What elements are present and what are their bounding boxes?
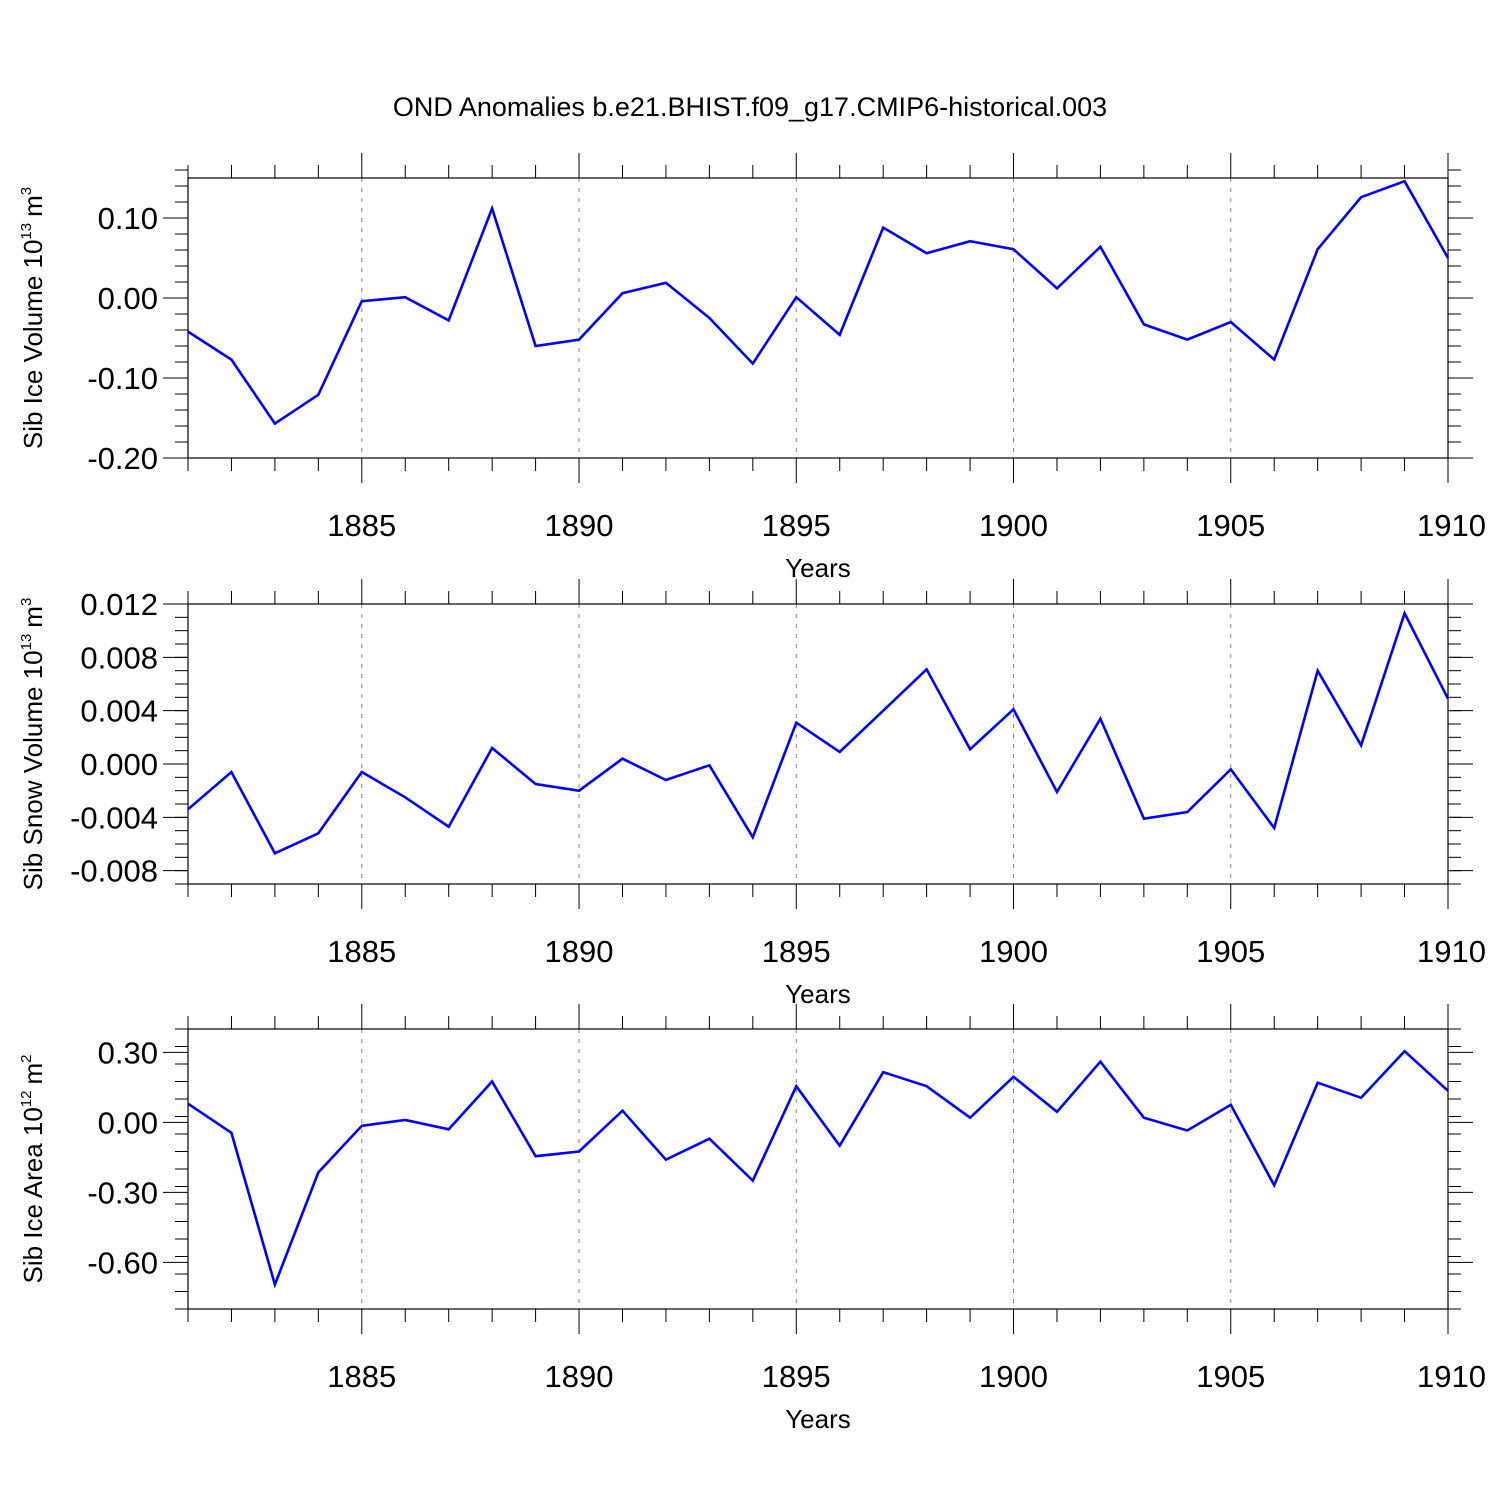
snow-volume-x-axis-title: Years	[785, 979, 851, 1009]
snow-volume-y-axis-title: Sib Snow Volume 1013 m3	[18, 598, 48, 891]
ice-area-y-axis-title-unit: m	[18, 1063, 48, 1085]
ice-volume-series-line	[187, 179, 1450, 426]
ice-volume-x-axis-title: Years	[785, 553, 851, 583]
ice-volume-x-tick-label: 1885	[327, 508, 396, 543]
ice-volume-y-axis-title-unit-exp: 3	[18, 187, 35, 195]
snow-volume-x-tick-label: 1890	[545, 934, 614, 969]
snow-volume-y-axis-title-unit-exp: 3	[18, 598, 35, 606]
ice-area-x-tick-label: 1895	[762, 1359, 831, 1394]
snow-volume-y-tick-label: -0.004	[70, 800, 158, 835]
ice-volume-y-axis-title-unit: m	[18, 195, 48, 217]
ice-area-x-tick-label: 1910	[1417, 1359, 1486, 1394]
ice-area-y-tick-label: -0.60	[87, 1245, 158, 1280]
ice-area-x-tick-label: 1900	[979, 1359, 1048, 1394]
snow-volume-y-tick-label: 0.004	[80, 694, 158, 729]
ice-volume-x-tick-label: 1905	[1196, 508, 1265, 543]
ice-area-y-tick-label: -0.30	[87, 1175, 158, 1210]
snow-volume-series-line	[187, 609, 1450, 855]
snow-volume-y-tick-label: 0.008	[80, 640, 158, 675]
ice-area-plot-frame	[187, 1028, 1449, 1310]
ice-volume-x-tick-label: 1900	[979, 508, 1048, 543]
snow-volume-x-tick-label: 1910	[1417, 934, 1486, 969]
snow-volume-x-tick-label: 1900	[979, 934, 1048, 969]
snow-volume-y-tick-label: -0.008	[70, 854, 158, 889]
snow-volume-x-tick-label: 1905	[1196, 934, 1265, 969]
snow-volume-x-tick-label: 1895	[762, 934, 831, 969]
ice-area-x-tick-label: 1885	[327, 1359, 396, 1394]
ice-volume-y-axis-title-text: Sib Ice Volume 10	[18, 240, 48, 450]
ice-volume-y-tick-label: -0.20	[87, 441, 158, 476]
ice-area-panel: -0.60 -0.30 0.00 0.30 1885 1890 1895 1900 1905 19…	[18, 1004, 1486, 1434]
ice-volume-plot-frame	[187, 177, 1449, 459]
ice-volume-x-tick-label: 1895	[762, 508, 831, 543]
ice-volume-y-tick-label: 0.00	[98, 281, 158, 316]
snow-volume-y-axis-title-exp: 13	[18, 634, 35, 651]
ice-area-y-axis-title-text: Sib Ice Area 10	[18, 1107, 48, 1283]
snow-volume-plot-frame	[187, 603, 1449, 885]
ice-volume-y-axis-title: Sib Ice Volume 1013 m3	[18, 187, 48, 449]
ice-area-x-axis-title: Years	[785, 1404, 851, 1434]
ice-area-x-tick-label: 1905	[1196, 1359, 1265, 1394]
ice-area-series-line	[187, 1049, 1449, 1289]
ice-volume-y-tick-label: 0.10	[98, 201, 158, 236]
figure-title: OND Anomalies b.e21.BHIST.f09_g17.CMIP6-…	[393, 92, 1107, 122]
ice-area-x-tick-label: 1890	[545, 1359, 614, 1394]
snow-volume-panel: -0.008 -0.004 0.000 0.004 0.008 0.012 1885 1890…	[18, 579, 1486, 1009]
snow-volume-y-axis-title-unit: m	[18, 606, 48, 628]
snow-volume-x-tick-label: 1885	[327, 934, 396, 969]
ice-volume-panel: -0.20 -0.10 0.00 0.10 1885 1890 1895 1900 1905 19…	[18, 153, 1486, 583]
ice-area-y-tick-label: 0.30	[98, 1035, 158, 1070]
ice-volume-y-axis-title-exp: 13	[18, 223, 35, 240]
snow-volume-y-tick-label: 0.012	[80, 587, 158, 622]
ice-volume-x-tick-label: 1910	[1417, 508, 1486, 543]
ice-volume-y-tick-label: -0.10	[87, 361, 158, 396]
ice-area-y-tick-label: 0.00	[98, 1105, 158, 1140]
snow-volume-y-axis-title-text: Sib Snow Volume 10	[18, 650, 48, 890]
ice-volume-x-tick-label: 1890	[545, 508, 614, 543]
ice-area-y-axis-title-unit-exp: 2	[18, 1054, 35, 1062]
ice-area-y-axis-title: Sib Ice Area 1012 m2	[18, 1054, 48, 1283]
ice-area-y-axis-title-exp: 12	[18, 1090, 35, 1107]
snow-volume-y-tick-label: 0.000	[80, 747, 158, 782]
